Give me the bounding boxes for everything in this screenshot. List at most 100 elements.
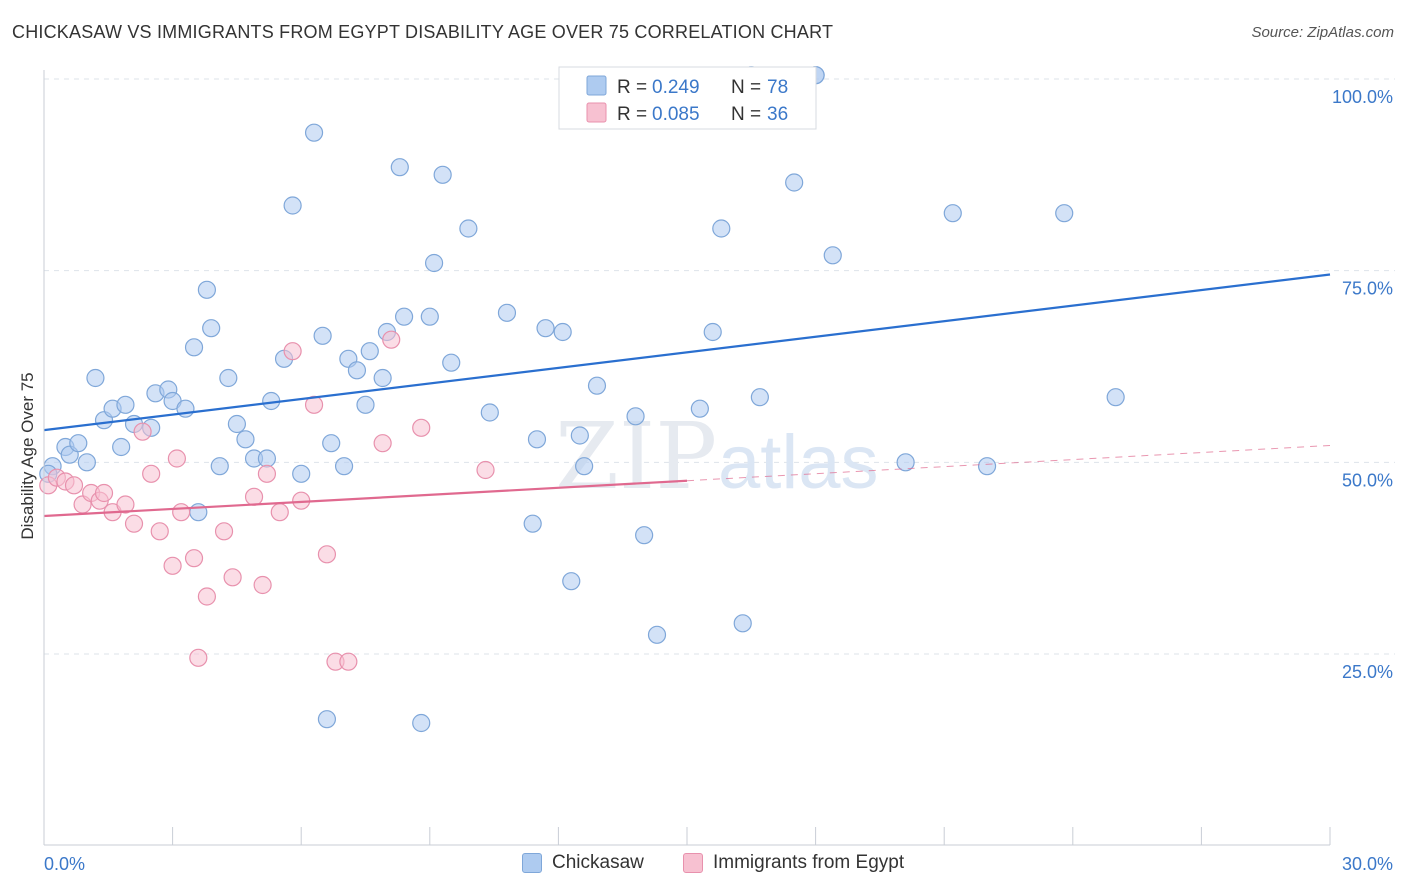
legend-r-label: R =	[617, 77, 647, 98]
chickasaw-point	[1055, 204, 1074, 223]
legend-r-value: 0.249	[652, 77, 700, 98]
chickasaw-point	[236, 430, 255, 449]
watermark-layer: ZIP atlas	[555, 403, 879, 510]
grid-layer	[44, 78, 1395, 655]
chickasaw-point	[112, 437, 131, 457]
trend-line-chickasaw	[43, 273, 1331, 432]
chickasaw-point	[184, 338, 204, 357]
chickasaw-point	[943, 204, 962, 223]
legend-label-egypt: Immigrants from Egypt	[713, 852, 905, 873]
axes-layer	[43, 70, 1331, 846]
y-axis-label: Disability Age Over 75	[18, 372, 37, 539]
chickasaw-point	[536, 319, 555, 338]
egypt-point	[412, 418, 431, 437]
egypt-point	[257, 464, 277, 483]
egypt-point	[223, 568, 242, 587]
egypt-point	[214, 522, 234, 541]
legend-item-egypt: Immigrants from Egypt	[683, 852, 904, 874]
chickasaw-point	[635, 526, 654, 545]
x-tick-label: 30.0%	[1342, 854, 1393, 874]
chickasaw-point	[420, 307, 439, 326]
legend-n-value: 78	[767, 77, 788, 98]
egypt-point	[94, 483, 114, 503]
chickasaw-point	[304, 123, 324, 142]
chickasaw-point	[356, 395, 375, 414]
egypt-point	[270, 503, 289, 522]
chickasaw-point	[373, 368, 392, 388]
chickasaw-point	[77, 453, 96, 472]
watermark-atlas: atlas	[718, 420, 879, 505]
legend-swatch	[586, 75, 607, 96]
legend-r-value: 0.085	[652, 104, 700, 125]
chickasaw-point	[292, 464, 311, 483]
chickasaw-point	[433, 165, 452, 184]
chickasaw-point	[523, 514, 542, 533]
chart-title: CHICKASAW VS IMMIGRANTS FROM EGYPT DISAB…	[12, 22, 834, 42]
tick-labels: 25.0% 50.0% 75.0% 100.0% 0.0% 30.0% Disability…	[18, 87, 1393, 874]
chickasaw-point	[497, 303, 517, 322]
trend-line-egypt	[43, 479, 688, 518]
legend-swatch	[586, 102, 607, 123]
legend-top: R = 0.249 N = 78 R = 0.085 N = 36	[558, 66, 817, 130]
chickasaw-point	[202, 319, 221, 338]
egypt-point	[163, 556, 182, 575]
chickasaw-point	[733, 614, 752, 633]
chickasaw-point	[412, 713, 431, 733]
egypt-point	[373, 434, 392, 453]
legend-swatch-chickasaw	[522, 853, 542, 873]
egypt-point	[253, 575, 272, 595]
chickasaw-point	[360, 342, 379, 361]
chickasaw-point	[480, 403, 499, 422]
egypt-point	[172, 503, 191, 522]
egypt-point	[317, 545, 337, 564]
chickasaw-point	[394, 307, 414, 326]
y-tick-label: 100.0%	[1332, 87, 1393, 107]
chickasaw-point	[647, 625, 667, 644]
chickasaw-point	[317, 710, 337, 729]
chickasaw-point	[313, 326, 332, 345]
egypt-point	[124, 514, 144, 533]
y-tick-label: 75.0%	[1342, 279, 1393, 299]
source-label: Source: ZipAtlas.com	[1251, 24, 1394, 41]
chickasaw-point	[750, 388, 769, 407]
chickasaw-point	[257, 449, 277, 468]
chickasaw-point	[86, 368, 105, 388]
egypt-points	[39, 330, 495, 671]
egypt-point	[184, 549, 204, 568]
egypt-point	[167, 449, 186, 468]
legend-n-label: N =	[731, 77, 761, 98]
egypt-point	[64, 476, 84, 495]
chickasaw-point	[1106, 388, 1125, 407]
chickasaw-point	[570, 426, 589, 445]
chickasaw-point	[424, 253, 444, 273]
egypt-point	[339, 652, 358, 671]
chickasaw-point	[210, 457, 229, 476]
chickasaw-point	[977, 457, 997, 476]
egypt-point	[189, 648, 208, 667]
trend-line-egypt	[686, 444, 1331, 482]
y-tick-label: 50.0%	[1342, 470, 1393, 490]
chickasaw-point	[626, 407, 645, 426]
chickasaw-point	[527, 430, 547, 449]
egypt-point	[116, 495, 135, 514]
chickasaw-point	[823, 246, 842, 265]
chickasaw-points	[39, 66, 1125, 733]
chickasaw-point	[459, 219, 478, 238]
chickasaw-point	[690, 399, 709, 418]
y-tick-label: 25.0%	[1342, 662, 1393, 682]
chickasaw-point	[712, 219, 731, 238]
trend-lines	[43, 273, 1331, 518]
legend-n-label: N =	[731, 104, 761, 125]
egypt-point	[382, 330, 401, 349]
chickasaw-point	[442, 353, 461, 372]
egypt-point	[244, 487, 264, 506]
chickasaw-point	[553, 322, 572, 342]
legend-bottom: Chickasaw Immigrants from Egypt	[0, 852, 1406, 878]
chickasaw-point	[562, 572, 581, 591]
chickasaw-point	[575, 457, 594, 476]
egypt-point	[142, 464, 161, 483]
egypt-point	[476, 460, 495, 480]
chickasaw-point	[69, 434, 88, 453]
chickasaw-point	[227, 414, 246, 434]
